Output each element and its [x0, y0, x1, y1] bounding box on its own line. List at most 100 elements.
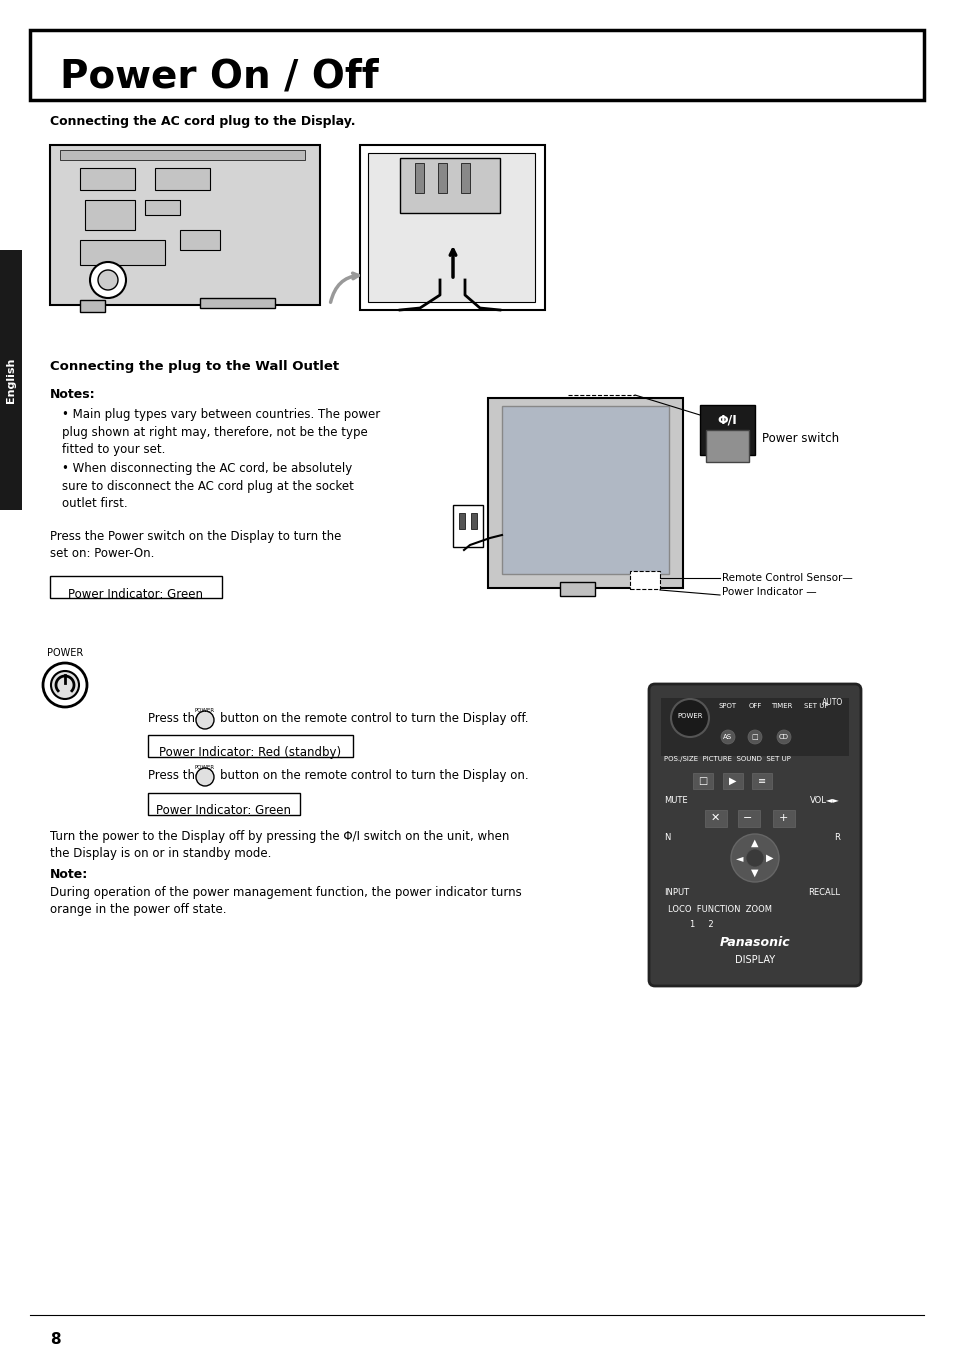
Text: AS: AS [722, 734, 732, 740]
Text: Connecting the plug to the Wall Outlet: Connecting the plug to the Wall Outlet [50, 360, 338, 373]
Circle shape [730, 834, 779, 882]
Text: POWER: POWER [194, 764, 214, 770]
Text: Power switch: Power switch [761, 431, 839, 445]
Text: RECALL: RECALL [807, 889, 840, 897]
Text: ▲: ▲ [750, 838, 758, 848]
Bar [458, 513, 464, 530]
Bar [722, 773, 742, 789]
Bar [359, 145, 544, 310]
Bar [154, 168, 210, 190]
Text: ▼: ▼ [750, 868, 758, 878]
Text: ✕: ✕ [710, 814, 719, 823]
Text: Turn the power to the Display off by pressing the Φ/I switch on the unit, when
t: Turn the power to the Display off by pre… [50, 830, 509, 860]
Text: TIMER: TIMER [771, 703, 792, 708]
Bar [772, 809, 794, 827]
Circle shape [98, 270, 118, 289]
Bar [751, 773, 771, 789]
Text: OFF: OFF [747, 703, 760, 708]
Bar [50, 145, 319, 304]
Bar [437, 162, 447, 192]
Text: 8: 8 [50, 1332, 61, 1347]
Text: English: English [6, 358, 16, 403]
Text: R: R [833, 833, 840, 842]
Bar [415, 162, 423, 192]
Text: Panasonic: Panasonic [719, 935, 789, 949]
Text: ▶: ▶ [728, 775, 736, 786]
Bar [148, 793, 299, 815]
Text: POWER: POWER [194, 708, 214, 713]
Circle shape [90, 262, 126, 298]
Text: Note:: Note: [50, 868, 89, 880]
Text: SPOT: SPOT [719, 703, 737, 708]
Circle shape [747, 730, 761, 744]
Text: Connecting the AC cord plug to the Display.: Connecting the AC cord plug to the Displ… [50, 115, 355, 128]
Text: Power Indicator: Red (standby): Power Indicator: Red (standby) [159, 745, 341, 759]
Text: Φ/I: Φ/I [717, 414, 736, 426]
Circle shape [51, 672, 79, 699]
Text: ◄: ◄ [736, 853, 743, 863]
Text: N: N [663, 833, 670, 842]
Bar [80, 168, 135, 190]
Circle shape [43, 663, 87, 707]
Bar [629, 571, 659, 590]
Text: Power Indicator: Green: Power Indicator: Green [69, 587, 203, 601]
Text: ▶: ▶ [765, 853, 773, 863]
Text: DISPLAY: DISPLAY [734, 955, 774, 965]
Circle shape [776, 730, 790, 744]
Text: button on the remote control to turn the Display off.: button on the remote control to turn the… [220, 711, 528, 725]
Text: Power Indicator: Green: Power Indicator: Green [156, 804, 292, 816]
Bar [80, 300, 105, 313]
Circle shape [745, 849, 763, 867]
Bar [80, 240, 165, 265]
Bar [692, 773, 712, 789]
Text: ≡: ≡ [757, 775, 765, 786]
Bar [700, 405, 754, 455]
Text: Notes:: Notes: [50, 388, 95, 401]
Bar [488, 399, 682, 588]
Circle shape [670, 699, 708, 737]
Bar [60, 150, 305, 160]
Text: Power Indicator —: Power Indicator — [721, 587, 816, 597]
Bar [200, 298, 274, 308]
Bar [453, 505, 482, 547]
Bar [705, 430, 748, 461]
Text: CD: CD [779, 734, 788, 740]
Text: SET UP: SET UP [803, 703, 827, 708]
Bar [399, 158, 499, 213]
Text: MUTE: MUTE [663, 796, 687, 805]
Text: Press the Power switch on the Display to turn the
set on: Power-On.: Press the Power switch on the Display to… [50, 530, 341, 560]
Text: Remote Control Sensor—: Remote Control Sensor— [721, 573, 852, 583]
Text: Power On / Off: Power On / Off [60, 57, 378, 96]
Bar [501, 405, 668, 575]
Bar [50, 576, 222, 598]
Text: VOL◄►: VOL◄► [809, 796, 840, 805]
Bar [180, 229, 220, 250]
Text: □: □ [698, 775, 707, 786]
Text: □: □ [751, 734, 758, 740]
Bar [30, 30, 923, 100]
Text: • Main plug types vary between countries. The power
plug shown at right may, the: • Main plug types vary between countries… [62, 408, 380, 456]
Text: POWER: POWER [47, 648, 83, 658]
Text: 1     2: 1 2 [689, 920, 713, 930]
Text: −: − [742, 814, 752, 823]
Bar [368, 153, 535, 302]
Text: INPUT: INPUT [663, 889, 688, 897]
Bar [0, 250, 22, 511]
Circle shape [720, 730, 734, 744]
Bar [660, 698, 848, 756]
Text: Press the: Press the [148, 711, 202, 725]
Text: Press the: Press the [148, 768, 202, 782]
FancyBboxPatch shape [648, 684, 861, 986]
Bar [460, 162, 470, 192]
Text: AUTO: AUTO [821, 698, 842, 707]
Text: button on the remote control to turn the Display on.: button on the remote control to turn the… [220, 768, 528, 782]
Bar [559, 581, 595, 597]
Text: POS./SIZE  PICTURE  SOUND  SET UP: POS./SIZE PICTURE SOUND SET UP [663, 756, 790, 762]
Text: During operation of the power management function, the power indicator turns
ora: During operation of the power management… [50, 886, 521, 916]
Text: LOCO  FUNCTION  ZOOM: LOCO FUNCTION ZOOM [667, 905, 771, 915]
Bar [145, 201, 180, 216]
Circle shape [195, 768, 213, 786]
Bar [738, 809, 760, 827]
Text: +: + [778, 814, 787, 823]
Bar [471, 513, 476, 530]
